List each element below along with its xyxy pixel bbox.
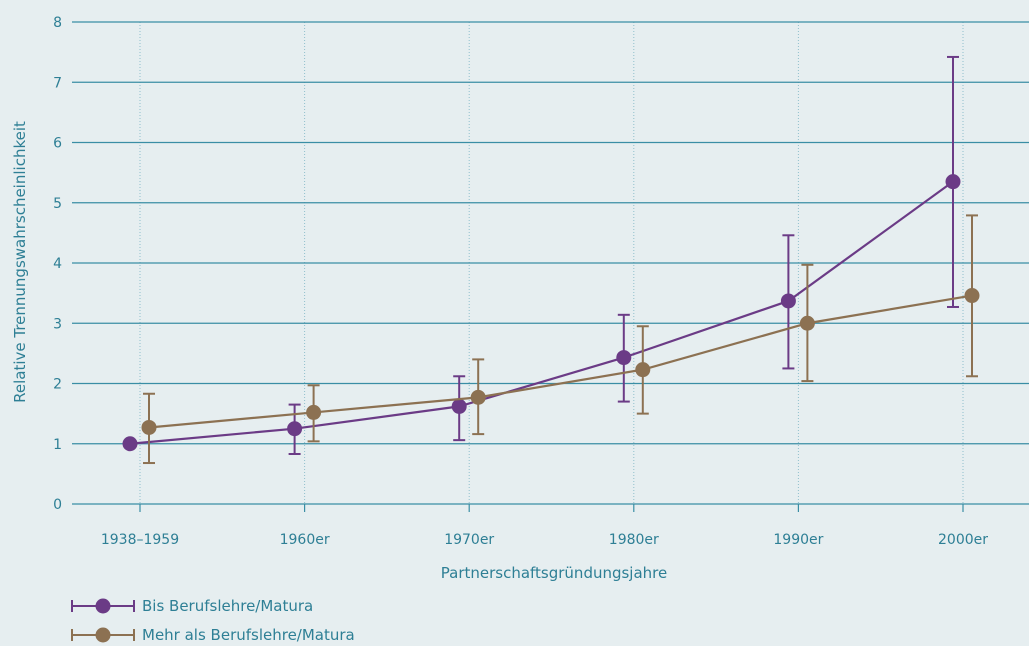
x-tick-label: 1990er: [773, 532, 823, 548]
series-2: [141, 214, 980, 465]
x-axis-title: Partnerschaftsgründungsjahre: [441, 564, 668, 582]
y-tick-label: 7: [53, 75, 62, 91]
legend-item-1: Bis Berufslehre/Matura: [71, 597, 313, 615]
data-point: [799, 315, 815, 331]
x-tick-label: 1938–1959: [101, 532, 179, 548]
data-point: [451, 398, 467, 414]
data-point: [780, 293, 796, 309]
data-point: [964, 288, 980, 304]
y-tick-label: 5: [53, 196, 62, 212]
series-line: [148, 294, 973, 429]
data-point: [945, 174, 961, 190]
data-point: [635, 362, 651, 378]
axes: 0 1 2 3 4 5 6 7 8 1938–1959 1960er 1970er 1980er 1990…: [53, 15, 988, 548]
y-axis-title: Relative Trennungswahrscheinlichkeit: [11, 121, 29, 403]
y-tick-label: 1: [53, 437, 62, 453]
legend-item-2: Mehr als Berufslehre/Matura: [71, 626, 355, 644]
data-point: [141, 419, 157, 435]
data-point: [616, 350, 632, 366]
y-tick-label: 6: [53, 136, 62, 152]
series-line: [129, 180, 954, 445]
y-tick-label: 4: [53, 256, 62, 272]
x-tick-label: 1960er: [280, 532, 330, 548]
x-tick-label: 1980er: [609, 532, 659, 548]
grid: [72, 21, 1029, 505]
x-tick-label: 1970er: [444, 532, 494, 548]
legend-swatch: [71, 598, 135, 614]
y-tick-label: 0: [53, 497, 62, 513]
data-point: [306, 404, 322, 420]
legend-label: Mehr als Berufslehre/Matura: [142, 626, 355, 644]
y-tick-label: 8: [53, 15, 62, 31]
legend: Bis Berufslehre/Matura Mehr als Berufsleh…: [71, 597, 355, 644]
y-tick-label: 2: [53, 377, 62, 393]
y-tick-label: 3: [53, 316, 62, 332]
data-point: [287, 421, 303, 437]
data-point: [122, 436, 138, 452]
data-point: [470, 389, 486, 405]
series-group: [122, 55, 980, 465]
series-1: [122, 55, 961, 455]
x-tick-label: 2000er: [938, 532, 988, 548]
legend-swatch: [71, 627, 135, 643]
legend-label: Bis Berufslehre/Matura: [142, 597, 313, 615]
